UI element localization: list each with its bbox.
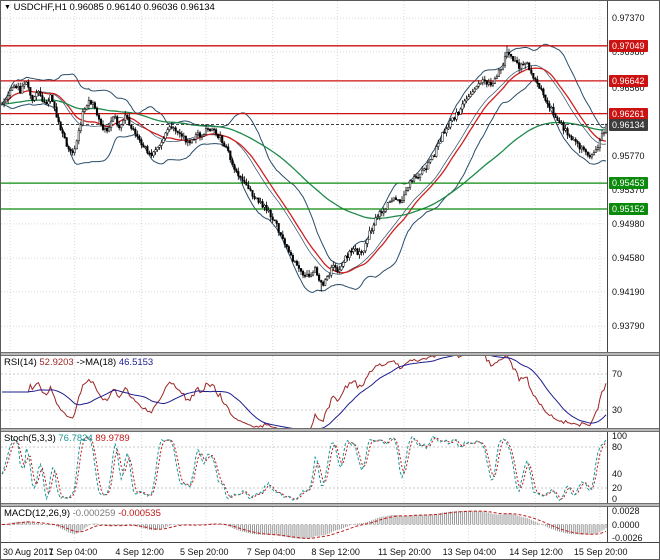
- resistance-price-badge: 0.97049: [609, 39, 648, 52]
- stochastic-label: Stoch(5,3,3) 76.7824 89.9789: [4, 433, 130, 444]
- time-tick-label: 14 Sep 12:00: [509, 547, 563, 557]
- price-tick: 0.97370: [612, 13, 645, 24]
- stochastic-level-label: 20: [612, 482, 623, 493]
- stoch-name: Stoch(5,3,3): [4, 433, 56, 444]
- macd-level-label: 0.0000: [612, 519, 640, 530]
- rsi-axis[interactable]: 70 30: [607, 356, 659, 428]
- price-tick: 0.94190: [612, 286, 645, 297]
- macd-level-label: -0.0026: [612, 533, 643, 542]
- stochastic-plot-area: Stoch(5,3,3) 76.7824 89.9789: [1, 432, 607, 503]
- rsi-canvas[interactable]: [1, 356, 607, 428]
- resistance-price-badge: 0.96642: [609, 74, 648, 87]
- current-price-price-badge: 0.96134: [609, 118, 648, 131]
- pane-divider-stoch[interactable]: [1, 428, 659, 432]
- price-axis[interactable]: 0.973700.969800.965600.957700.953700.949…: [607, 1, 659, 352]
- stochastic-level-label: 0: [612, 494, 618, 503]
- price-tick: 0.94980: [612, 218, 645, 229]
- time-tick-label: 4 Sep 12:00: [115, 547, 164, 557]
- stochastic-axis[interactable]: 100 80 40 20 0: [607, 432, 659, 503]
- macd-name: MACD(12,26,9): [4, 508, 70, 519]
- ohlc-high: 0.96140: [106, 2, 141, 13]
- price-tick: 0.96560: [612, 82, 645, 93]
- macd-value: -0.000259: [72, 508, 116, 519]
- time-tick-label: 15 Sep 20:00: [573, 547, 628, 557]
- main-chart-canvas[interactable]: [1, 1, 607, 352]
- time-tick-label: 30 Aug 2017: [3, 547, 54, 557]
- rsi-ma-value: 46.5153: [118, 357, 154, 368]
- macd-level-label: 0.0028: [612, 507, 640, 516]
- main-plot-area: ▼ USDCHF,H1 0.96085 0.96140 0.96036 0.96…: [1, 1, 607, 352]
- support-price-badge: 0.95453: [609, 177, 648, 190]
- stochastic-canvas[interactable]: [1, 432, 607, 503]
- time-tick-label: 11 Sep 20:00: [377, 547, 431, 557]
- ohlc-low: 0.96036: [143, 2, 178, 13]
- symbol-timeframe: USDCHF,H1: [13, 2, 67, 13]
- ohlc-open: 0.96085: [69, 2, 104, 13]
- chart-shift-icon: ▼: [4, 4, 11, 11]
- time-axis[interactable]: 30 Aug 2017 1 Sep 04:00 4 Sep 12:00 5 Sep 2…: [1, 542, 659, 559]
- chart-title: ▼ USDCHF,H1 0.96085 0.96140 0.96036 0.96…: [4, 2, 215, 13]
- stochastic-level-label: 80: [612, 442, 623, 453]
- rsi-pane: RSI(14) 52.9203 ->MA(18) 46.5153 70 30: [1, 356, 659, 428]
- ohlc-close: 0.96134: [180, 2, 215, 13]
- resistance-price-badge: 0.96261: [609, 107, 648, 120]
- rsi-plot-area: RSI(14) 52.9203 ->MA(18) 46.5153: [1, 356, 607, 428]
- rsi-level-label: 70: [612, 369, 623, 379]
- rsi-level-label: 30: [612, 405, 623, 415]
- stochastic-level-label: 100: [612, 432, 628, 441]
- time-tick-label: 7 Sep 04:00: [246, 547, 296, 557]
- macd-label: MACD(12,26,9) -0.000259 -0.000535: [4, 508, 161, 519]
- time-tick-label: 13 Sep 04:00: [442, 547, 497, 557]
- rsi-ma-name: ->MA(18): [76, 357, 117, 368]
- pane-divider-rsi[interactable]: [1, 352, 659, 356]
- macd-signal-value: -0.000535: [118, 508, 161, 519]
- macd-axis[interactable]: 0.0028 0.0000 -0.0026: [607, 507, 659, 542]
- price-tick: 0.95770: [612, 150, 645, 161]
- time-tick-label: 1 Sep 04:00: [48, 547, 98, 557]
- main-chart-pane: ▼ USDCHF,H1 0.96085 0.96140 0.96036 0.96…: [1, 1, 659, 352]
- support-price-badge: 0.95152: [609, 203, 648, 216]
- stochastic-pane: Stoch(5,3,3) 76.7824 89.9789 100 80 40 20 0: [1, 432, 659, 503]
- price-tick: 0.95370: [612, 185, 645, 196]
- pane-divider-macd[interactable]: [1, 503, 659, 507]
- stoch-k-value: 76.7824: [58, 433, 93, 444]
- macd-plot-area: MACD(12,26,9) -0.000259 -0.000535: [1, 507, 607, 542]
- price-tick: 0.94580: [612, 253, 645, 264]
- macd-canvas[interactable]: [1, 507, 607, 542]
- macd-pane: MACD(12,26,9) -0.000259 -0.000535 0.0028…: [1, 507, 659, 542]
- stochastic-level-label: 40: [612, 469, 623, 480]
- rsi-name: RSI(14): [4, 357, 37, 368]
- time-tick-label: 8 Sep 12:00: [311, 547, 360, 557]
- time-tick-label: 5 Sep 20:00: [180, 547, 229, 557]
- rsi-value: 52.9203: [39, 357, 74, 368]
- rsi-label: RSI(14) 52.9203 ->MA(18) 46.5153: [4, 357, 153, 368]
- stoch-d-value: 89.9789: [95, 433, 130, 444]
- price-tick: 0.93790: [612, 321, 645, 332]
